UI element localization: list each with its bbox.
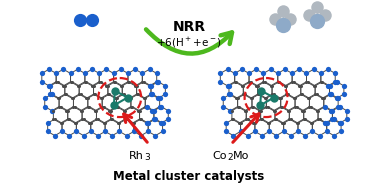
Text: Mo: Mo — [233, 151, 249, 161]
Text: Co: Co — [212, 151, 227, 161]
Text: NRR: NRR — [172, 20, 206, 34]
FancyArrowPatch shape — [146, 29, 232, 54]
Text: Metal cluster catalysts: Metal cluster catalysts — [113, 170, 265, 183]
Text: Rh: Rh — [129, 151, 144, 161]
Text: 2: 2 — [227, 153, 233, 162]
Text: 3: 3 — [144, 153, 150, 162]
Text: +6(H$^+$+e$^-$): +6(H$^+$+e$^-$) — [156, 36, 222, 50]
